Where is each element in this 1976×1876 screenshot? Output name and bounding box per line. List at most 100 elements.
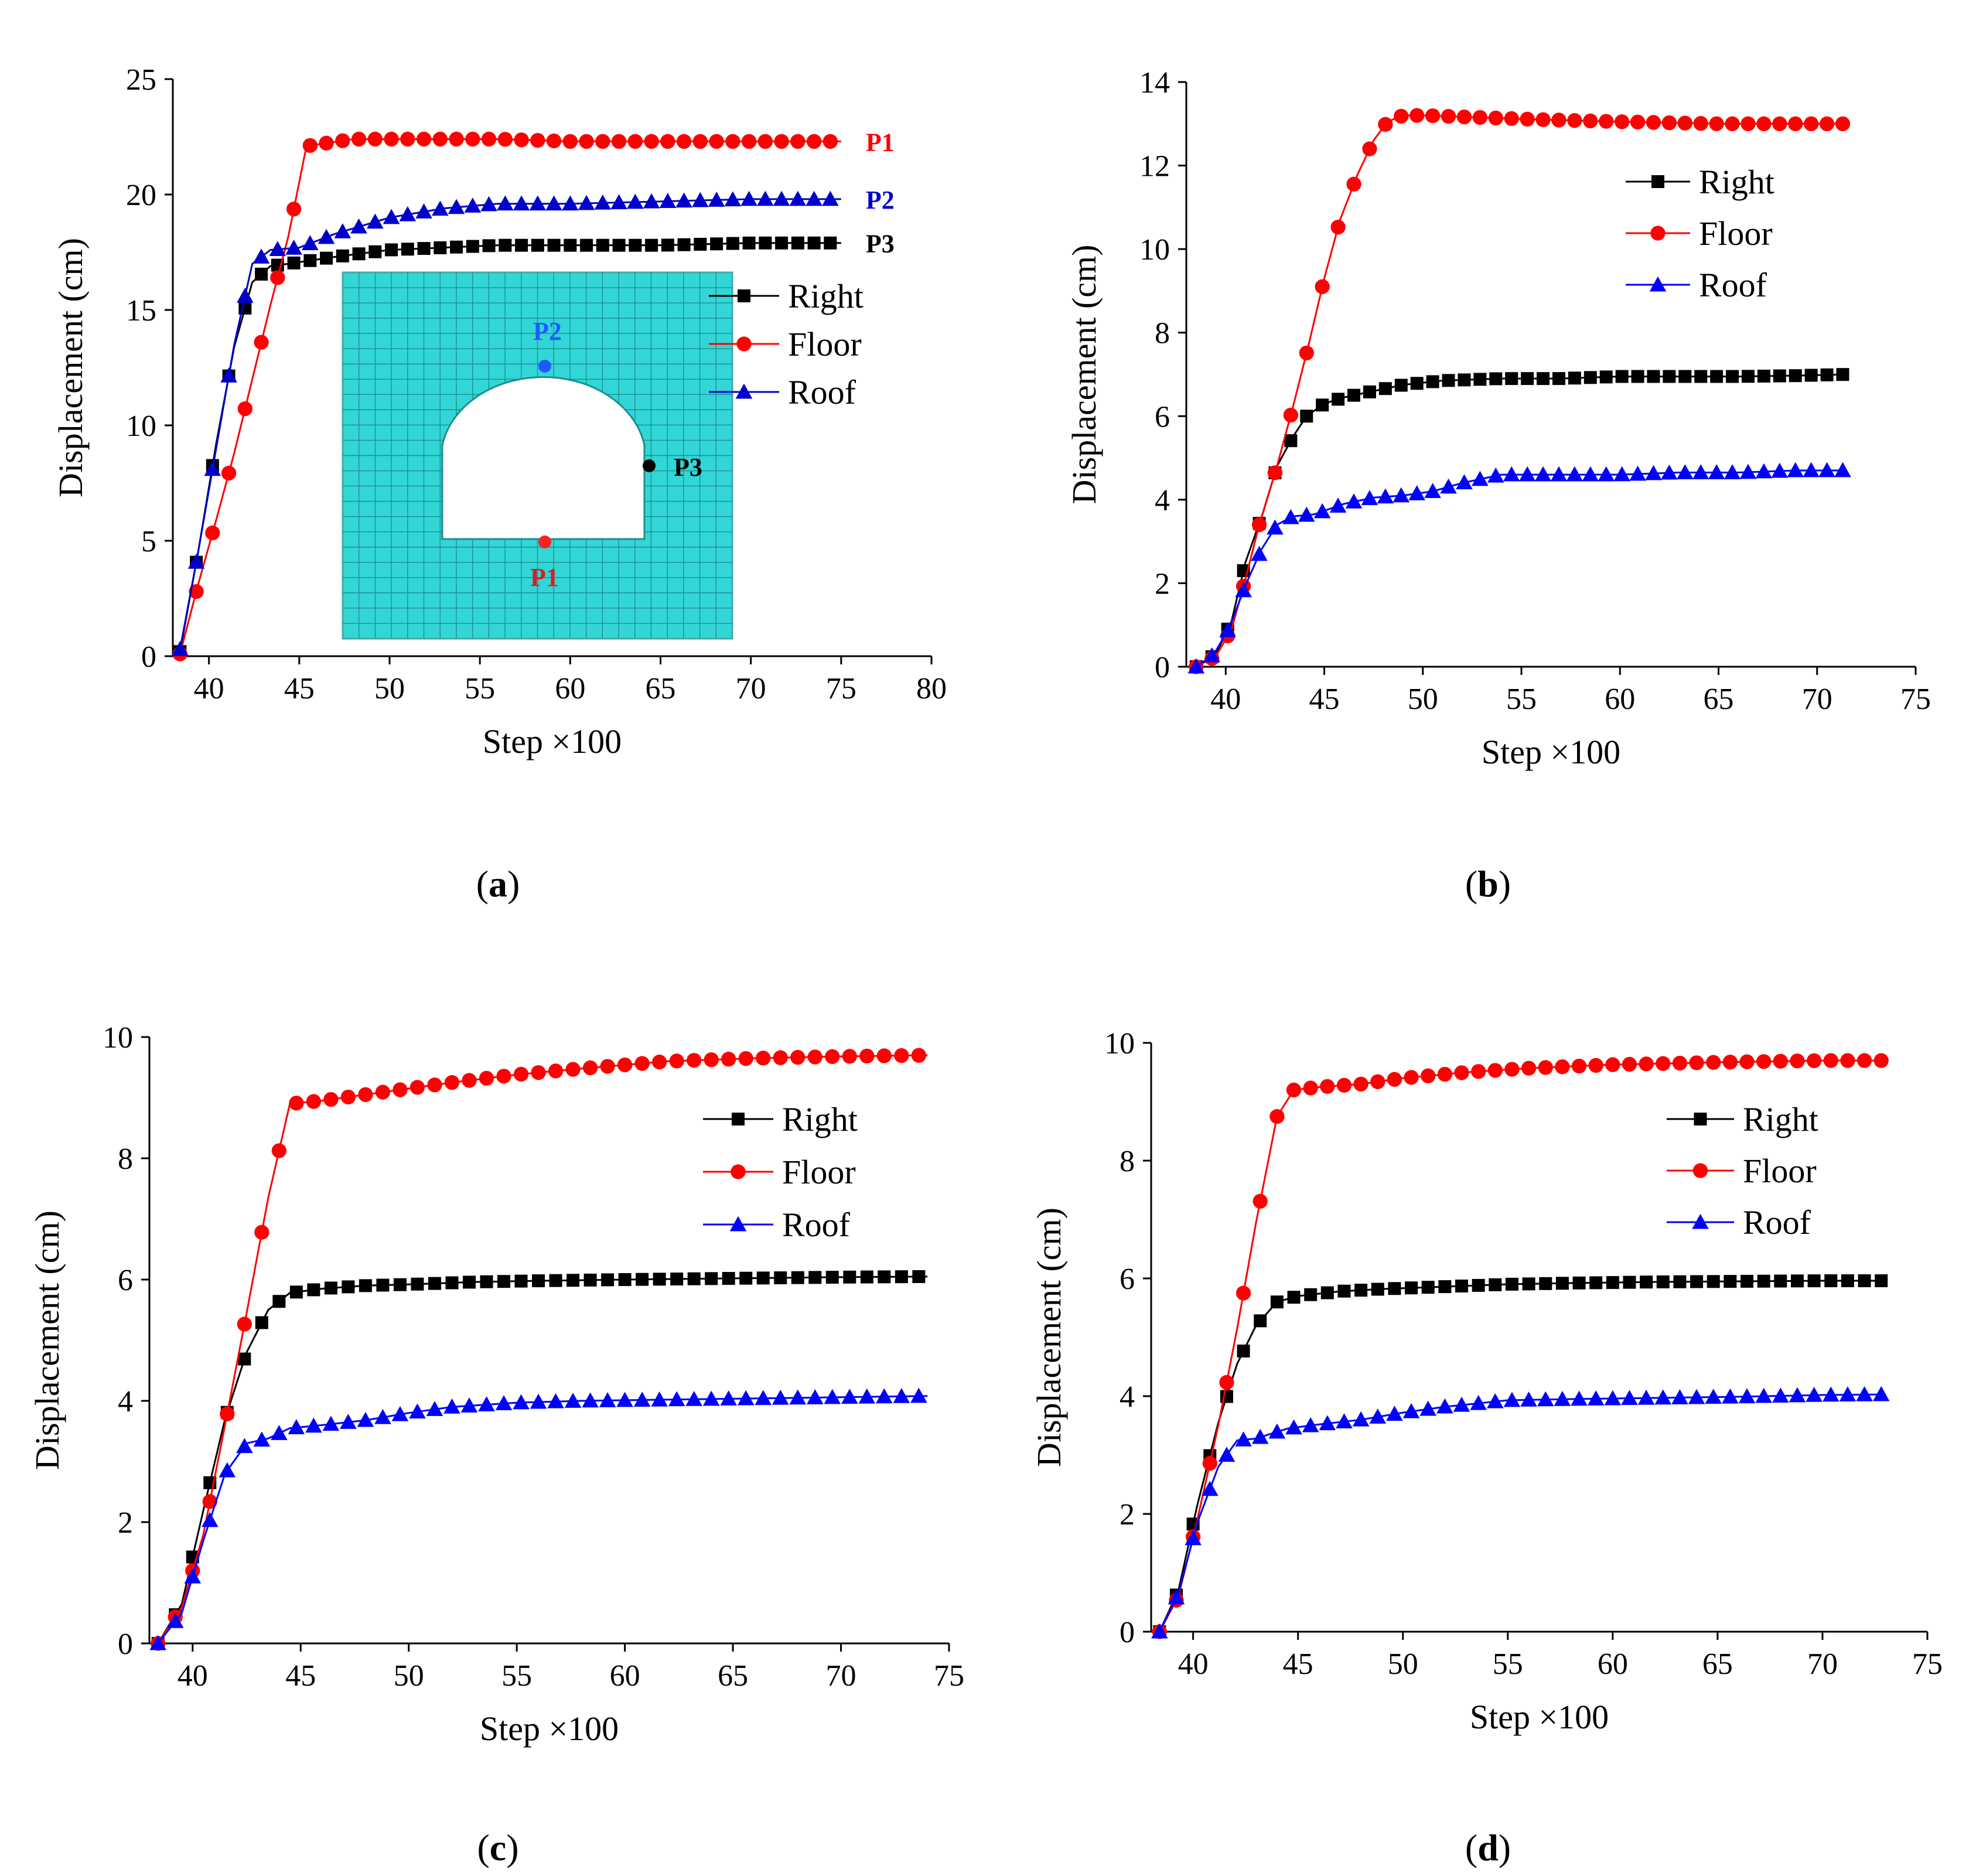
marker-circle — [1835, 116, 1851, 131]
marker-square — [1572, 1276, 1586, 1290]
marker-square — [1726, 370, 1739, 383]
marker-square — [774, 1271, 787, 1285]
marker-triangle — [415, 203, 432, 219]
marker-triangle — [578, 195, 595, 210]
marker-circle — [644, 134, 659, 149]
marker-triangle — [616, 1391, 633, 1407]
marker-circle — [1336, 1077, 1352, 1093]
y-tick-label: 0 — [141, 640, 156, 674]
marker-circle — [306, 1094, 322, 1109]
y-tick-label: 6 — [118, 1264, 133, 1297]
marker-circle — [1299, 345, 1314, 361]
marker-square — [1539, 1277, 1552, 1290]
caption-close-paren: ) — [1499, 863, 1511, 905]
marker-triangle — [1738, 1388, 1756, 1404]
tunnel-opening — [441, 376, 646, 540]
inset-label-p3: P3 — [674, 453, 702, 482]
marker-square — [1694, 1113, 1707, 1125]
marker-square — [303, 254, 317, 267]
marker-circle — [579, 134, 594, 149]
marker-triangle — [166, 1613, 184, 1628]
marker-circle — [1840, 1053, 1855, 1068]
marker-square — [808, 1271, 822, 1284]
marker-square — [687, 1272, 701, 1285]
marker-triangle — [357, 1411, 374, 1427]
marker-triangle — [708, 192, 725, 207]
marker-circle — [530, 132, 545, 148]
y-tick-label: 6 — [1155, 400, 1170, 434]
marker-square — [1388, 1282, 1401, 1295]
marker-square — [1332, 393, 1345, 406]
caption-letter: c — [490, 1827, 506, 1868]
marker-square — [1841, 1274, 1854, 1288]
marker-triangle — [1818, 462, 1835, 477]
marker-circle — [1504, 111, 1519, 127]
marker-circle — [481, 131, 497, 147]
marker-square — [1568, 371, 1581, 385]
y-tick-label: 10 — [1104, 1027, 1135, 1060]
marker-circle — [757, 134, 773, 149]
panel-caption: (a) — [476, 863, 520, 905]
marker-triangle — [841, 1389, 858, 1404]
marker-triangle — [729, 1216, 747, 1232]
marker-circle — [1330, 220, 1346, 235]
marker-triangle — [1537, 1391, 1554, 1407]
x-tick-label: 55 — [1493, 1648, 1523, 1681]
marker-triangle — [426, 1401, 443, 1416]
marker-triangle — [610, 194, 627, 210]
marker-square — [618, 1273, 632, 1286]
series-floor — [1152, 1053, 1889, 1639]
marker-square — [1790, 1274, 1804, 1288]
marker-triangle — [545, 195, 562, 211]
marker-square — [612, 238, 626, 252]
marker-triangle — [1345, 493, 1363, 509]
marker-circle — [302, 138, 318, 154]
x-tick-label: 50 — [374, 672, 405, 705]
marker-circle — [479, 1070, 494, 1086]
y-tick-label: 10 — [126, 410, 156, 443]
marker-triangle — [1771, 462, 1789, 478]
marker-triangle — [187, 553, 205, 569]
marker-triangle — [1692, 464, 1709, 479]
marker-circle — [1555, 1059, 1570, 1075]
marker-square — [1489, 1278, 1502, 1291]
marker-triangle — [253, 1431, 271, 1447]
marker-triangle — [1282, 509, 1299, 524]
x-tick-label: 60 — [1598, 1648, 1628, 1681]
marker-square — [255, 267, 268, 281]
marker-circle — [611, 134, 627, 149]
marker-circle — [1425, 108, 1441, 124]
marker-triangle — [460, 1397, 478, 1413]
marker-triangle — [651, 1391, 668, 1407]
marker-triangle — [562, 195, 579, 211]
marker-triangle — [367, 213, 384, 229]
marker-circle — [449, 131, 464, 147]
x-tick-label: 50 — [1388, 1648, 1418, 1681]
marker-triangle — [1298, 506, 1315, 522]
marker-circle — [1656, 1056, 1671, 1071]
marker-square — [417, 242, 431, 255]
marker-square — [825, 1271, 839, 1284]
y-tick-label: 12 — [1139, 150, 1170, 183]
marker-triangle — [334, 223, 351, 238]
x-tick-label: 70 — [1802, 683, 1832, 716]
x-tick-label: 75 — [826, 672, 856, 705]
marker-triangle — [685, 1391, 702, 1406]
marker-square — [1651, 175, 1664, 188]
chart-panel-d: 40 45 50 55 60 65 70 75 0 2 4 6 8 10 Step ×100 Displace… — [1030, 1027, 1943, 1868]
marker-circle — [894, 1048, 909, 1063]
marker-triangle — [1582, 466, 1599, 482]
series-line — [1159, 1059, 1886, 1632]
marker-triangle — [824, 1389, 841, 1404]
marker-circle — [1454, 1065, 1469, 1080]
marker-triangle — [530, 1393, 547, 1409]
marker-square — [401, 243, 414, 256]
marker-triangle — [1503, 1391, 1521, 1407]
y-tick-label: 8 — [1155, 317, 1170, 350]
marker-triangle — [305, 1417, 322, 1433]
marker-square — [1505, 1277, 1518, 1291]
y-tick-label: 15 — [126, 294, 156, 328]
marker-square — [566, 1274, 580, 1287]
marker-square — [1473, 373, 1487, 386]
marker-triangle — [322, 1415, 340, 1431]
